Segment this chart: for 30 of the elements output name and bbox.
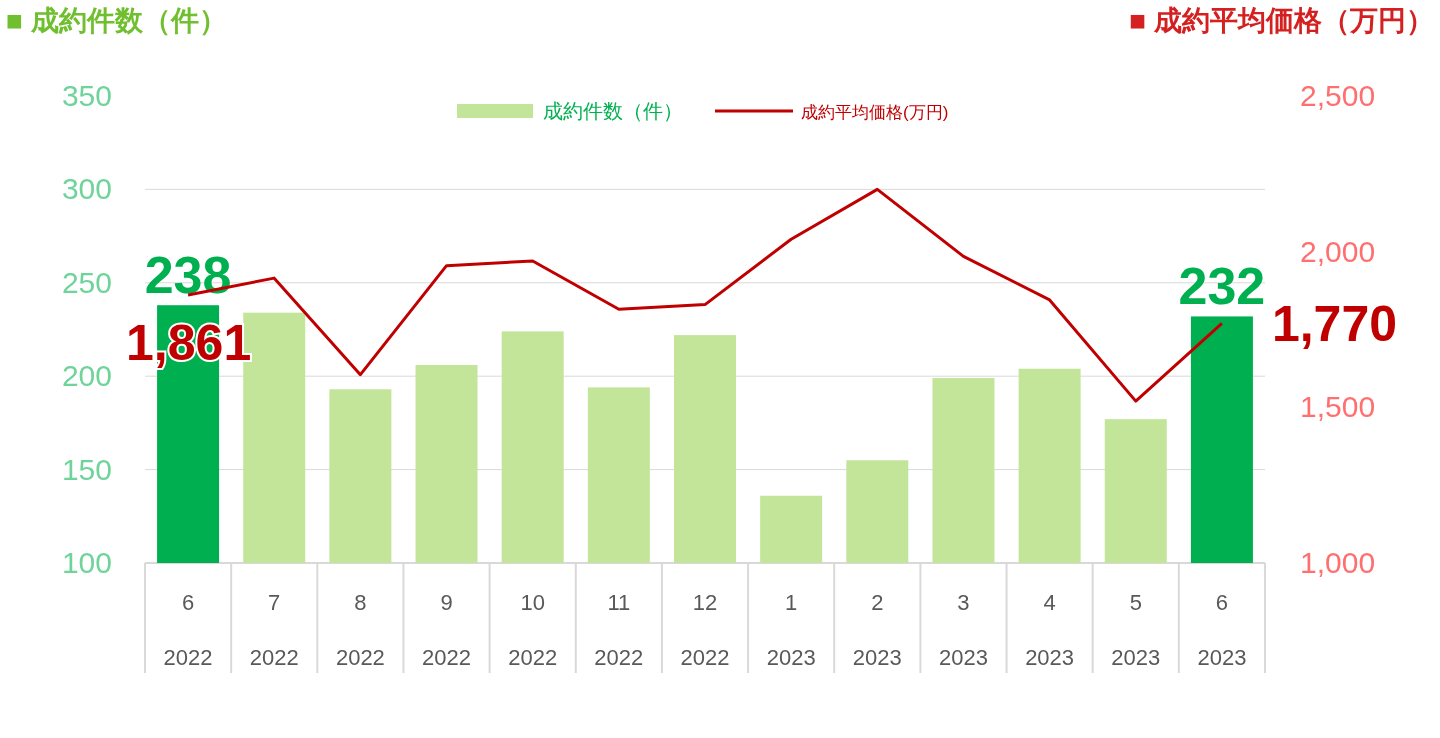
y-tick-label: 300 <box>61 172 112 206</box>
data-label: 232 <box>1178 257 1266 316</box>
y-tick-label: 200 <box>61 359 112 393</box>
category-label: 4 2023 <box>1025 590 1075 670</box>
legend-label: 成約平均価格(万円) <box>801 103 949 122</box>
y-tick-label: 350 <box>61 79 112 112</box>
category-label: 6 2023 <box>1197 590 1247 670</box>
y2-tick-label: 2,000 <box>1300 234 1376 268</box>
y-tick-label: 150 <box>61 452 112 486</box>
category-label: 10 2022 <box>508 590 558 670</box>
category-label: 8 2022 <box>335 590 385 670</box>
y-tick-label: 100 <box>61 546 112 579</box>
category-label: 6 2022 <box>163 590 213 670</box>
category-label: 11 2022 <box>594 590 644 670</box>
y2-tick-label: 1,000 <box>1300 546 1376 579</box>
data-label: 1,770 <box>1271 296 1398 353</box>
legend-label: 成約件数（件） <box>543 100 683 122</box>
y-axis-title: ■ 成約件数（件） <box>6 5 227 36</box>
data-label: 238 <box>144 246 232 305</box>
category-label: 3 2023 <box>938 590 988 670</box>
y2-tick-label: 1,500 <box>1300 390 1376 424</box>
category-label: 5 2023 <box>1111 590 1161 670</box>
y2-tick-label: 2,500 <box>1300 79 1376 112</box>
category-label: 12 2022 <box>680 590 730 670</box>
y2-axis-title: ■ 成約平均価格（万円） <box>1129 5 1434 36</box>
y-tick-label: 250 <box>61 265 112 299</box>
category-label: 2 2023 <box>852 590 902 670</box>
category-label: 7 2022 <box>249 590 299 670</box>
category-label: 9 2022 <box>422 590 472 670</box>
category-label: 1 2023 <box>766 590 816 670</box>
